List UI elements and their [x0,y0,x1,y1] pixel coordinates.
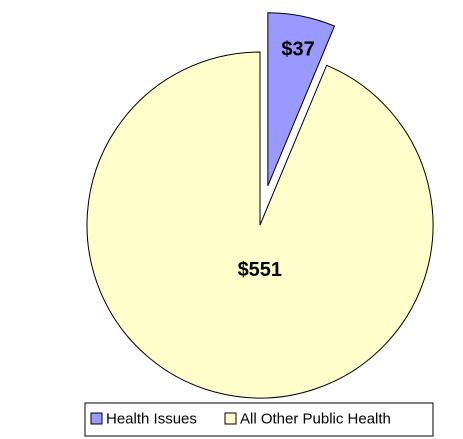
pie-slice [267,12,336,186]
legend-box [84,402,434,437]
pie-slice [86,51,434,399]
legend-label: All Other Public Health [240,410,391,427]
value-label: $37 [281,38,314,60]
value-label: $551 [238,259,283,281]
legend-label: Health Issues [106,410,197,427]
legend-swatch [224,412,237,425]
legend-swatch [90,412,103,425]
